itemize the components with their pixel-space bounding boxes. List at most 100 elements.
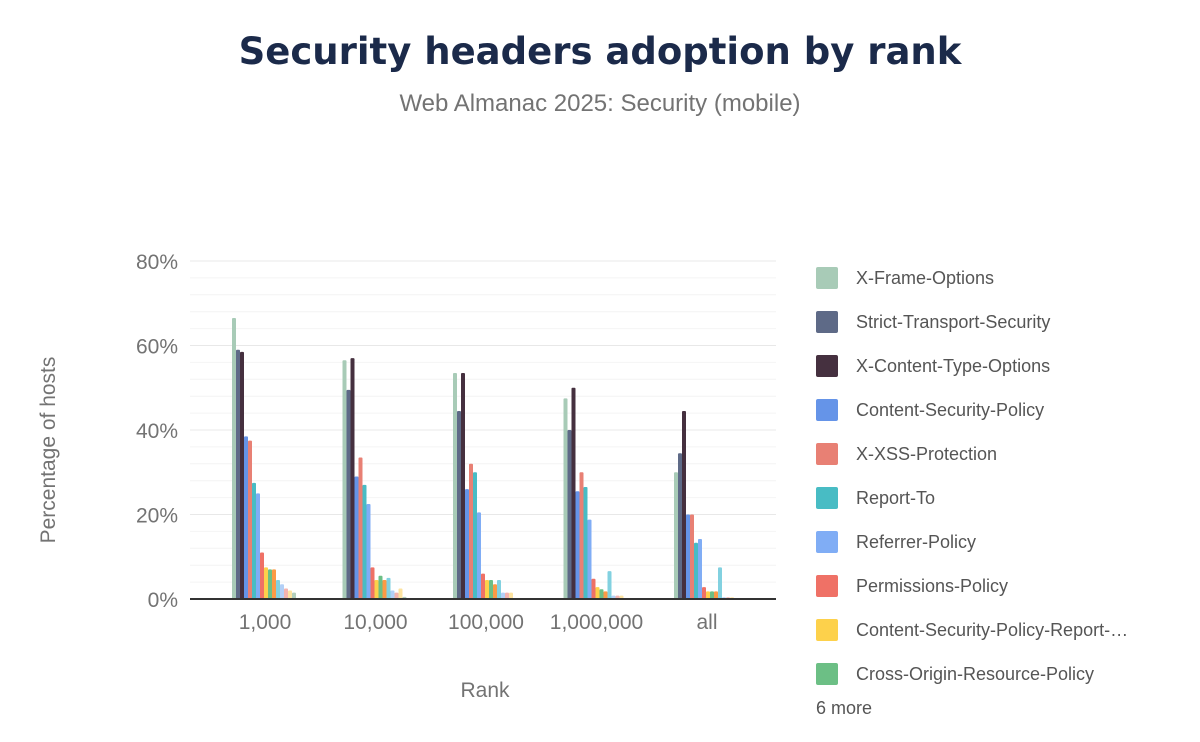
legend-item[interactable]: Permissions-Policy <box>816 564 1128 608</box>
bar <box>575 491 580 599</box>
bar <box>710 591 714 599</box>
bar <box>473 472 477 599</box>
bar <box>398 588 403 599</box>
bar <box>252 482 256 599</box>
chart-subtitle: Web Almanac 2025: Security (mobile) <box>399 90 801 117</box>
bar <box>284 588 288 599</box>
bar <box>501 592 505 599</box>
legend-item[interactable]: Content-Security-Policy-Report-… <box>816 608 1128 652</box>
legend-swatch <box>816 399 838 421</box>
bar <box>591 578 596 599</box>
bar <box>272 569 276 599</box>
legend-item[interactable]: Cross-Origin-Resource-Policy <box>816 652 1128 696</box>
bar <box>457 410 461 599</box>
y-tick-label: 80% <box>136 251 178 274</box>
x-tick-label: 1,000 <box>239 611 292 634</box>
x-tick-label: 10,000 <box>343 611 407 634</box>
legend-swatch <box>816 355 838 377</box>
bar <box>595 587 600 599</box>
bar <box>702 587 706 599</box>
bar <box>374 579 379 599</box>
legend-swatch <box>816 575 838 597</box>
bar <box>280 584 284 599</box>
bar <box>469 463 473 599</box>
bar <box>342 360 347 599</box>
legend-swatch <box>816 531 838 553</box>
x-tick-label: 100,000 <box>448 611 524 634</box>
legend-label: Report-To <box>856 487 936 508</box>
bar <box>276 579 280 599</box>
bar <box>240 351 244 599</box>
legend-item[interactable]: Strict-Transport-Security <box>816 300 1128 344</box>
legend-item[interactable]: X-XSS-Protection <box>816 432 1128 476</box>
bar <box>350 358 355 599</box>
legend-swatch <box>816 267 838 289</box>
bar <box>358 457 363 599</box>
bar <box>509 592 513 599</box>
x-tick-label: 1,000,000 <box>550 611 643 634</box>
bar <box>481 573 485 599</box>
legend-swatch <box>816 487 838 509</box>
bar <box>386 577 391 599</box>
bar <box>599 589 604 599</box>
bar <box>698 539 702 599</box>
legend-more-button[interactable]: 6 more <box>816 698 873 718</box>
legend-swatch <box>816 619 838 641</box>
x-tick-label: all <box>696 611 717 634</box>
bar <box>453 372 457 599</box>
legend-swatch <box>816 311 838 333</box>
bar <box>571 387 576 599</box>
legend-item[interactable]: Referrer-Policy <box>816 520 1128 564</box>
legend-label: X-Frame-Options <box>856 267 995 288</box>
chart-title: Security headers adoption by rank <box>238 30 962 73</box>
bar <box>461 372 465 599</box>
bar <box>674 472 678 599</box>
bar <box>567 430 572 599</box>
bar <box>587 519 592 599</box>
bar <box>714 591 718 599</box>
bar <box>236 349 240 599</box>
bar <box>260 552 264 599</box>
y-axis-label: Percentage of hosts <box>37 357 60 544</box>
bar <box>256 493 260 599</box>
bar <box>485 579 489 599</box>
bar <box>563 398 568 599</box>
legend-swatch <box>816 663 838 685</box>
legend-label: Content-Security-Policy <box>856 399 1045 420</box>
bar <box>477 512 481 599</box>
legend-label: Strict-Transport-Security <box>856 311 1051 332</box>
y-tick-label: 0% <box>148 589 178 612</box>
bar <box>378 575 383 599</box>
legend-item[interactable]: Report-To <box>816 476 1128 520</box>
legend-label: X-XSS-Protection <box>856 443 998 464</box>
bar <box>248 440 252 599</box>
bar <box>390 590 395 599</box>
legend-item[interactable]: X-Content-Type-Options <box>816 344 1128 388</box>
bar <box>706 591 710 599</box>
legend-label: Referrer-Policy <box>856 531 977 552</box>
bar <box>288 590 292 599</box>
bar <box>268 569 272 599</box>
legend-label: Permissions-Policy <box>856 575 1009 596</box>
bar <box>346 389 351 599</box>
bar <box>579 472 584 599</box>
y-tick-label: 60% <box>136 336 178 359</box>
y-tick-label: 40% <box>136 420 178 443</box>
bar <box>354 476 359 599</box>
bar <box>493 584 497 599</box>
bar <box>232 318 236 599</box>
bar <box>682 410 686 599</box>
bar <box>264 567 268 599</box>
bar <box>497 579 501 599</box>
bar <box>583 487 588 599</box>
bar <box>694 542 698 599</box>
x-axis-label: Rank <box>460 679 510 702</box>
legend-label: Content-Security-Policy-Report-… <box>856 619 1129 640</box>
bar <box>686 514 690 599</box>
bar <box>244 436 248 599</box>
bar <box>690 514 694 599</box>
legend-item[interactable]: X-Frame-Options <box>816 256 1128 300</box>
legend-item[interactable]: Content-Security-Policy <box>816 388 1128 432</box>
